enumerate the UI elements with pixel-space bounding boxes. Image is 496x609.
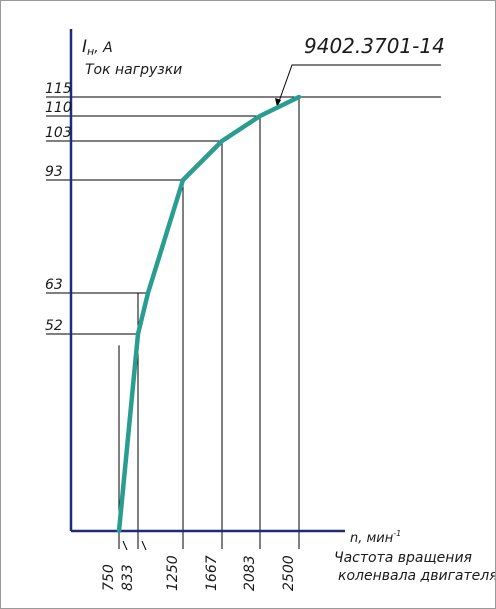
x-axis-label: n, мин-1 (350, 529, 401, 546)
y-tick-label-110: 110 (45, 100, 72, 116)
axis-labels: Iн, A Ток нагрузки n, мин-1 Частота вращ… (82, 34, 496, 584)
model-label: 9402.3701-14 (304, 34, 445, 58)
x-tick-label-2500: 2500 (281, 555, 297, 591)
y-tick-label-63: 63 (45, 277, 63, 293)
chart-axes (69, 29, 345, 533)
y-tick-label-93: 93 (45, 164, 63, 180)
y-tick-label-52: 52 (45, 318, 63, 334)
tick-labels: 52 63 93 103 110 115 750 833 1250 1667 2083 2500 (45, 81, 297, 591)
y-axis-label: Iн, A (82, 37, 113, 58)
y-tick-label-115: 115 (45, 81, 72, 97)
tick-mark-750 (122, 540, 128, 551)
x-tick-label-750: 750 (101, 564, 117, 591)
tick-mark-833 (141, 540, 147, 551)
guide-lines (46, 64, 441, 551)
x-tick-label-1667: 1667 (204, 555, 220, 591)
y-tick-label-103: 103 (45, 125, 72, 141)
x-tick-label-2083: 2083 (242, 555, 258, 591)
x-tick-label-1250: 1250 (165, 555, 181, 591)
series-line (116, 94, 302, 534)
model-label-leader (276, 64, 441, 108)
x-tick-label-833: 833 (120, 564, 136, 591)
series-layer (116, 94, 302, 534)
y-axis-caption: Ток нагрузки (85, 62, 182, 78)
x-axis-caption-line1: Частота вращения (334, 550, 472, 566)
model-label-leader-arrow (275, 98, 281, 107)
x-axis-caption-line2: коленвала двигателя (338, 568, 496, 584)
